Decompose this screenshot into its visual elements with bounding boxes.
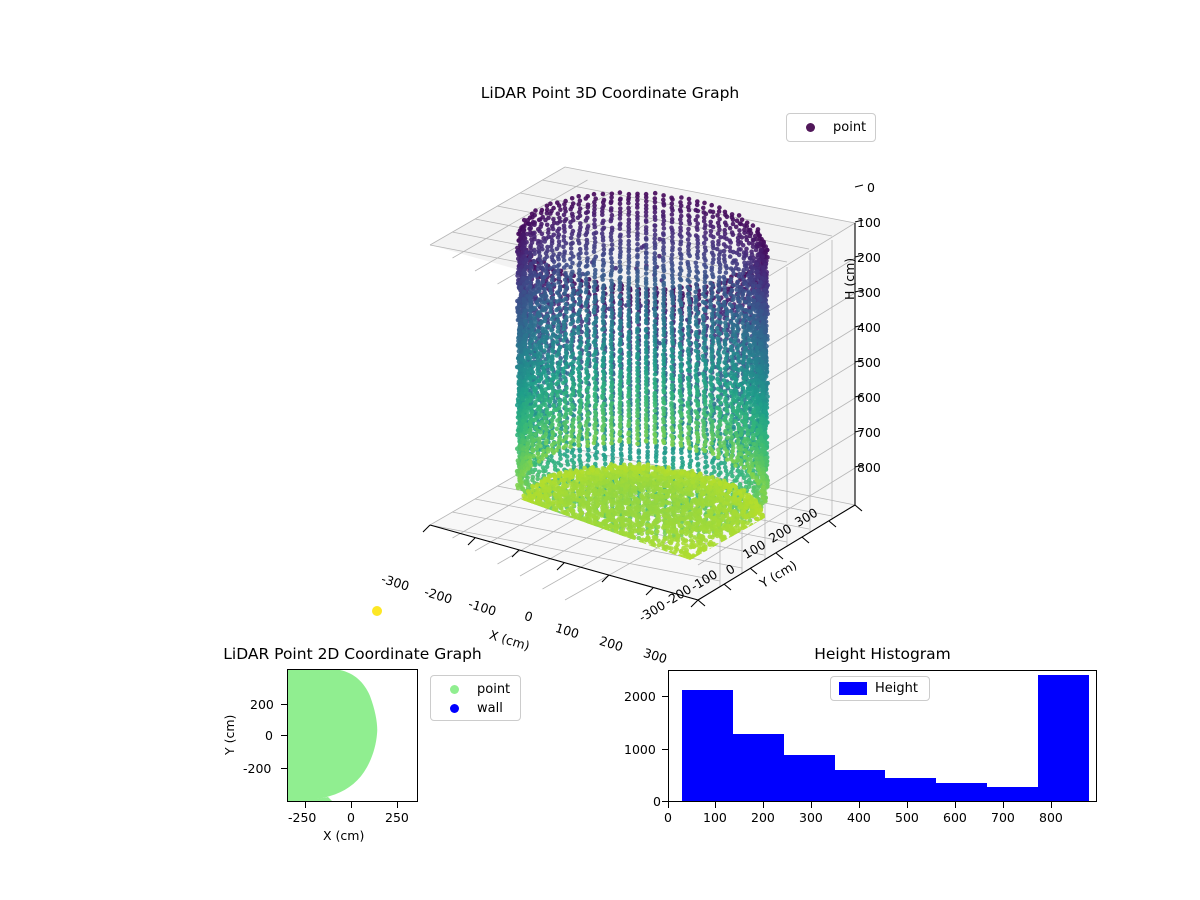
histogram-ytick-2: 2000 xyxy=(624,689,656,704)
histogram-xtick-5: 500 xyxy=(895,810,919,825)
histogram-ytick-0: 0 xyxy=(653,794,661,809)
histogram-bar xyxy=(1037,675,1089,801)
plot2d-canvas xyxy=(288,670,378,801)
histogram-bar xyxy=(732,734,784,801)
plot3d-x-tickmarks xyxy=(422,524,699,608)
histogram-bar xyxy=(936,783,988,801)
plot3d-z-tickmarks xyxy=(854,184,864,468)
histogram-xtick-4: 400 xyxy=(847,810,871,825)
plot3d-ztick-7: 700 xyxy=(857,425,881,440)
legend-label-point-3d: point xyxy=(833,120,867,135)
plot3d-xtick-6: 300 xyxy=(641,645,669,667)
histogram-xtickmark-8 xyxy=(1051,802,1053,808)
plot3d-ztick-2: 200 xyxy=(857,250,881,265)
plot2d-ytick-2: 200 xyxy=(250,697,274,712)
plot3d-title: LiDAR Point 3D Coordinate Graph xyxy=(480,84,740,102)
plot3d-ztick-0: 0 xyxy=(867,180,875,195)
histogram-xtickmark-4 xyxy=(859,802,861,808)
plot3d-point-cloud xyxy=(514,190,770,560)
histogram-bar xyxy=(834,770,886,801)
histogram-ytickmark-1 xyxy=(662,749,668,751)
circle-marker-icon xyxy=(805,123,815,132)
legend-item-wall-2d[interactable]: wall xyxy=(437,699,514,718)
histogram-ytickmark-2 xyxy=(662,696,668,698)
histogram-title: Height Histogram xyxy=(814,645,951,663)
histogram-bar xyxy=(783,754,835,801)
plot3d-ztick-6: 600 xyxy=(857,390,881,405)
plot2d-ytickmark-1 xyxy=(281,735,287,737)
plot2d-yaxis-label: Y (cm) xyxy=(222,714,237,755)
histogram-xtickmark-6 xyxy=(955,802,957,808)
histogram-xtick-0: 0 xyxy=(664,810,672,825)
histogram-xtick-3: 300 xyxy=(799,810,823,825)
histogram-bar xyxy=(682,690,733,801)
legend-item-point-3d[interactable]: point xyxy=(793,118,869,137)
histogram-ytickmark-0 xyxy=(662,801,668,803)
plot2d-ytickmark-2 xyxy=(281,704,287,706)
point-marker-icon xyxy=(437,685,471,694)
plot3d-legend[interactable]: point xyxy=(786,113,876,142)
histogram-xtick-6: 600 xyxy=(943,810,967,825)
histogram-bars xyxy=(669,671,1096,801)
histogram-xtickmark-7 xyxy=(1003,802,1005,808)
plot3d-ztick-3: 300 xyxy=(857,285,881,300)
plot2d-xtickmark-1 xyxy=(351,802,353,808)
plot3d-ztick-5: 500 xyxy=(857,355,881,370)
plot3d-ztick-8: 800 xyxy=(857,460,881,475)
histogram-xtick-2: 200 xyxy=(751,810,775,825)
histogram-xtick-1: 100 xyxy=(703,810,727,825)
plot2d-ytick-0: -200 xyxy=(243,761,272,776)
histogram-xtickmark-3 xyxy=(811,802,813,808)
legend-item-point-2d[interactable]: point xyxy=(437,680,514,699)
histogram-xtick-7: 700 xyxy=(991,810,1015,825)
plot2d-point-region-edge xyxy=(288,796,332,801)
plot2d-ytickmark-0 xyxy=(281,768,287,770)
plot3d-zaxis-label: H (cm) xyxy=(842,257,857,300)
histogram-ytick-1: 1000 xyxy=(624,742,656,757)
plot2d-title: LiDAR Point 2D Coordinate Graph xyxy=(223,645,482,663)
plot2d-xtickmark-2 xyxy=(397,802,399,808)
height-patch-icon xyxy=(837,682,869,695)
circle-marker-icon xyxy=(449,704,459,713)
plot2d-xtickmark-0 xyxy=(305,802,307,808)
plot2d-xtick-0: -250 xyxy=(288,810,317,825)
plot3d-canvas xyxy=(422,166,864,608)
wall-marker-icon xyxy=(437,704,471,713)
histogram-legend[interactable]: Height xyxy=(830,676,930,701)
legend-item-height[interactable]: Height xyxy=(837,680,923,697)
plot3d-axes[interactable] xyxy=(330,105,890,645)
legend-label-point-2d: point xyxy=(477,682,511,697)
plot3d-y-tickmarks xyxy=(697,504,863,607)
histogram-xtickmark-2 xyxy=(763,802,765,808)
histogram-bar xyxy=(885,778,937,801)
circle-marker-icon xyxy=(449,685,459,694)
plot2d-xtick-2: 250 xyxy=(385,810,409,825)
histogram-xtick-8: 800 xyxy=(1039,810,1063,825)
histogram-xtickmark-0 xyxy=(668,802,670,808)
rect-patch-icon xyxy=(839,682,867,695)
isolated-point-marker xyxy=(372,606,382,616)
histogram-xtickmark-1 xyxy=(715,802,717,808)
plot3d-ztick-4: 400 xyxy=(857,320,881,335)
legend-label-wall-2d: wall xyxy=(477,701,503,716)
plot2d-xtick-1: 0 xyxy=(347,810,355,825)
plot2d-legend[interactable]: point wall xyxy=(430,675,521,721)
legend-label-height: Height xyxy=(875,681,918,696)
plot2d-point-region xyxy=(288,670,378,801)
plot2d-ytick-1: 0 xyxy=(265,728,273,743)
plot2d-xaxis-label: X (cm) xyxy=(323,828,365,843)
histogram-bar xyxy=(987,787,1038,801)
point-marker-icon xyxy=(793,123,827,132)
plot3d-ztick-1: 100 xyxy=(857,215,881,230)
plot2d-axes[interactable] xyxy=(287,669,418,802)
histogram-xtickmark-5 xyxy=(907,802,909,808)
